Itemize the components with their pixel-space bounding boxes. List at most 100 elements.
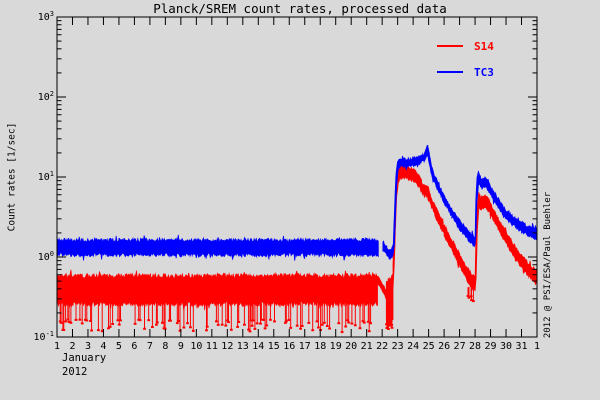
- dropout-foot: [350, 322, 354, 325]
- x-tick-label: 26: [438, 341, 450, 352]
- dropout-foot: [216, 323, 220, 326]
- chart-title: Planck/SREM count rates, processed data: [153, 1, 447, 16]
- dropout-foot: [322, 321, 326, 324]
- dropout-foot: [74, 318, 78, 321]
- dropout-foot: [320, 323, 324, 326]
- x-tick-label: 22: [376, 341, 388, 352]
- legend-label-s14: S14: [474, 39, 494, 53]
- x-tick-label: 18: [314, 341, 326, 352]
- dropout-foot: [273, 320, 276, 323]
- series-layer: [56, 144, 538, 334]
- dropout-foot: [66, 318, 70, 321]
- dropout-foot: [249, 319, 253, 322]
- series-band: [56, 269, 378, 311]
- y-tick-label: 100: [38, 250, 54, 263]
- dropout-foot: [59, 321, 63, 324]
- x-tick-label: 16: [283, 341, 295, 352]
- dropout-foot: [470, 299, 473, 302]
- dropout-foot: [138, 319, 142, 322]
- dropout-foot: [325, 325, 329, 327]
- dropout-foot: [97, 329, 100, 332]
- series-s14: [56, 163, 538, 334]
- x-tick-label: 11: [206, 341, 218, 352]
- x-tick-label: 5: [116, 341, 122, 352]
- x-tick-label: 29: [485, 341, 497, 352]
- dropout-foot: [89, 320, 92, 322]
- dropout-foot: [295, 324, 299, 327]
- dropout-foot: [100, 330, 104, 333]
- dropout-foot: [340, 331, 344, 334]
- x-axis-month-label: January: [62, 352, 107, 364]
- dropout-foot: [83, 318, 87, 321]
- dropout-foot: [300, 325, 304, 327]
- dropout-foot: [117, 323, 121, 326]
- x-tick-label: 24: [407, 341, 419, 352]
- x-tick-label: 31: [515, 341, 527, 352]
- y-tick-label: 10-1: [34, 330, 54, 343]
- dropout-foot: [186, 322, 189, 325]
- dropout-foot: [243, 323, 246, 326]
- dropout-foot: [299, 327, 302, 330]
- dropout-foot: [287, 319, 291, 321]
- x-tick-label: 7: [147, 341, 153, 352]
- dropout-foot: [215, 320, 218, 323]
- x-tick-label: 13: [237, 341, 249, 352]
- dropout-foot: [205, 325, 209, 328]
- dropout-foot: [226, 319, 229, 322]
- dropout-foot: [178, 329, 182, 332]
- dropout-foot: [119, 319, 122, 322]
- dropout-foot: [155, 321, 159, 324]
- dropout-foot: [269, 318, 272, 321]
- series-band: [56, 234, 379, 261]
- x-tick-label: 10: [190, 341, 202, 352]
- x-tick-label: 1: [534, 341, 540, 352]
- legend: S14 TC3: [437, 38, 494, 90]
- x-tick-label: 3: [85, 341, 91, 352]
- dropout-foot: [90, 329, 93, 332]
- y-tick-label: 103: [38, 10, 54, 23]
- x-tick-label: 15: [268, 341, 280, 352]
- dropout-foot: [224, 324, 228, 327]
- dropout-foot: [262, 318, 266, 321]
- x-tick-label: 9: [178, 341, 184, 352]
- y-tick-label: 102: [38, 90, 54, 103]
- dropout-foot: [163, 327, 167, 330]
- x-ticks: 1 2 3 4 5 6 7 8 9 10 11 12 13 14 15 16 17 18 19 20 21 22 23 24 2…: [54, 17, 540, 352]
- dropout-foot: [315, 320, 319, 323]
- dropout-foot: [253, 327, 257, 330]
- dropout-foot: [284, 320, 288, 323]
- dropout-foot: [189, 326, 192, 329]
- dropout-foot: [133, 322, 137, 325]
- x-tick-label: 6: [131, 341, 137, 352]
- series-tc3: [56, 144, 538, 261]
- x-tick-label: 8: [162, 341, 168, 352]
- legend-line-tc3-icon: [437, 71, 463, 73]
- dropout-foot: [237, 321, 241, 323]
- legend-label-tc3: TC3: [474, 65, 494, 79]
- x-tick-label: 25: [423, 341, 435, 352]
- dropout-foot: [259, 322, 262, 325]
- dropout-foot: [367, 330, 371, 333]
- dropout-foot: [284, 321, 287, 324]
- series-band: [382, 240, 394, 261]
- x-tick-label: 21: [361, 341, 373, 352]
- dropout-foot: [177, 320, 180, 322]
- x-axis-year-label: 2012: [62, 366, 88, 378]
- dropout-foot: [345, 319, 349, 322]
- dropout-foot: [205, 329, 208, 332]
- x-tick-label: 28: [469, 341, 481, 352]
- dropout-foot: [265, 324, 269, 327]
- dropout-foot: [229, 328, 233, 331]
- dropout-foot: [220, 323, 224, 326]
- dropout-foot: [107, 327, 110, 330]
- dropout-foot: [344, 325, 348, 328]
- dropout-foot: [385, 327, 389, 329]
- dropout-foot: [191, 329, 195, 332]
- dropout-foot: [358, 327, 362, 330]
- dropout-foot: [467, 296, 471, 299]
- x-tick-label: 23: [392, 341, 404, 352]
- dropout-foot: [155, 323, 158, 326]
- dropout-foot: [175, 322, 179, 325]
- dropout-foot: [236, 325, 239, 328]
